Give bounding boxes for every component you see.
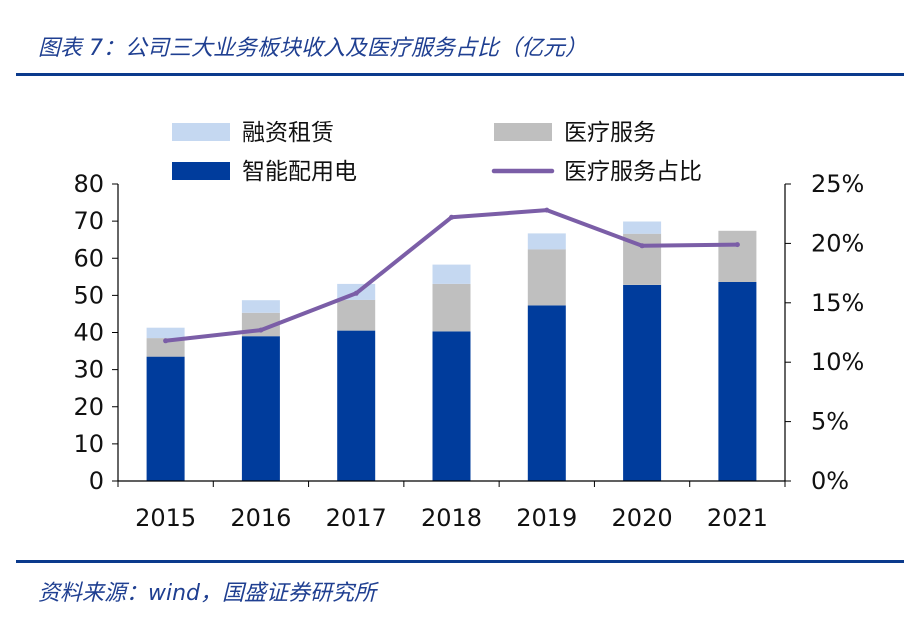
bar-2020-融资租赁 [623, 221, 662, 234]
legend-label: 医疗服务占比 [564, 159, 702, 185]
left-tick-label: 10 [73, 430, 104, 458]
bottom-rule [16, 560, 904, 563]
chart-title: 图表 7：公司三大业务板块收入及医疗服务占比（亿元） [38, 36, 587, 61]
right-tick-label: 15% [811, 289, 864, 317]
x-tick-label: 2016 [230, 504, 291, 532]
right-tick-label: 5% [811, 408, 849, 436]
legend-label: 智能配用电 [242, 159, 357, 185]
right-tick-label: 10% [811, 348, 864, 376]
bar-2019-智能配用电 [527, 305, 566, 481]
legend-item: 融资租赁 [172, 120, 334, 146]
bar-2019-融资租赁 [527, 233, 566, 250]
legend-item: 智能配用电 [172, 159, 357, 185]
left-tick-label: 80 [73, 170, 104, 198]
x-tick-label: 2015 [135, 504, 196, 532]
x-tick-label: 2021 [707, 504, 768, 532]
left-tick-label: 30 [73, 356, 104, 384]
top-rule [16, 73, 904, 76]
left-tick-label: 60 [73, 244, 104, 272]
axes: 0 10 20 30 40 50 60 70 80 0% 5% 10% 15% 20% 25% 2015 201… [73, 170, 864, 532]
bar-2015-智能配用电 [146, 356, 185, 481]
bar-2015-融资租赁 [146, 327, 185, 339]
bar-2016-智能配用电 [241, 336, 280, 481]
bar-2018-融资租赁 [432, 264, 471, 284]
bar-2019-医疗服务 [527, 249, 566, 306]
legend-item: 医疗服务 [494, 120, 656, 146]
ratio-point-2020 [639, 243, 645, 249]
legend-item: 医疗服务占比 [491, 159, 702, 185]
legend-swatch [494, 123, 552, 141]
bar-2018-智能配用电 [432, 331, 471, 481]
bar-2017-智能配用电 [337, 330, 376, 481]
bar-2017-医疗服务 [337, 299, 376, 331]
right-tick-label: 20% [811, 229, 864, 257]
x-tick-label: 2017 [326, 504, 387, 532]
legend-label: 医疗服务 [564, 120, 656, 146]
right-tick-label: 0% [811, 467, 849, 495]
legend-label: 融资租赁 [242, 120, 334, 146]
source-note: 资料来源：wind，国盛证券研究所 [38, 581, 377, 606]
ratio-point-2015 [163, 338, 169, 344]
bar-series [146, 221, 757, 481]
ratio-point-2019 [544, 207, 550, 213]
left-tick-label: 0 [89, 467, 104, 495]
right-tick-label: 25% [811, 170, 864, 198]
bar-2016-融资租赁 [241, 300, 280, 313]
ratio-point-2017 [353, 290, 359, 296]
x-tick-label: 2020 [612, 504, 673, 532]
left-tick-label: 40 [73, 319, 104, 347]
x-tick-label: 2018 [421, 504, 482, 532]
left-tick-label: 20 [73, 393, 104, 421]
line-series [163, 207, 740, 344]
bar-2021-医疗服务 [718, 230, 757, 282]
legend-swatch [172, 162, 230, 180]
bar-2021-智能配用电 [718, 282, 757, 481]
x-tick-label: 2019 [516, 504, 577, 532]
ratio-point-2016 [258, 327, 264, 333]
ratio-point-2021 [734, 242, 740, 248]
bar-2015-医疗服务 [146, 338, 185, 357]
legend-swatch [172, 123, 230, 141]
left-tick-label: 50 [73, 281, 104, 309]
bar-2018-医疗服务 [432, 283, 471, 332]
bar-2020-智能配用电 [623, 285, 662, 481]
left-tick-label: 70 [73, 207, 104, 235]
ratio-point-2018 [449, 214, 454, 220]
